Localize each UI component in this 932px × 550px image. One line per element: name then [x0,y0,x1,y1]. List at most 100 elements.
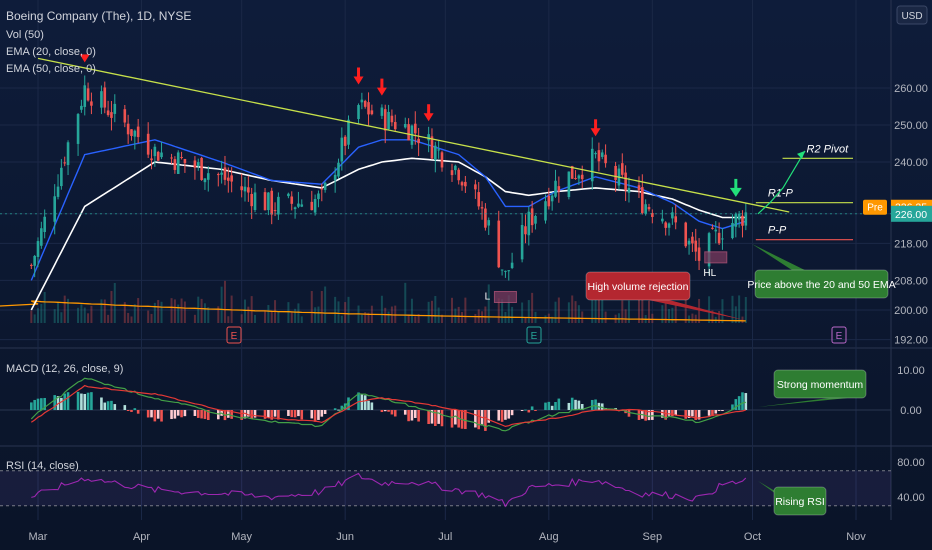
earnings-marker-label: E [531,331,538,342]
macd-histogram-bar [557,398,561,410]
macd-histogram-bar [360,394,364,410]
volume-bar [33,314,36,323]
volume-bar [404,282,407,323]
volume-bar [297,303,300,323]
higher-low-marker-label: HL [703,268,716,279]
macd-histogram-bar [340,405,344,410]
macd-histogram-bar [440,410,444,427]
momentum-callout [773,369,867,399]
volume-bar [270,310,273,323]
volume-bar [688,315,691,323]
candle-body [270,190,274,215]
macd-histogram-bar [671,410,674,417]
candle-body [200,157,203,180]
price-axis-label: 218.00 [894,238,928,250]
macd-histogram-bar [110,400,113,410]
macd-histogram-bar [594,399,597,410]
legend-ema20[interactable]: EMA (20, close, 0) [6,46,96,58]
candle-body [90,101,93,106]
volume-bar [80,304,83,323]
currency-button[interactable] [896,5,928,25]
volume-bar [451,297,454,323]
volume-bar [180,298,183,323]
volume-bar [484,306,487,323]
macd-histogram-bar [530,406,534,410]
red-arrow-icon [357,67,361,78]
candle-body [661,218,664,222]
macd-histogram-bar [527,410,531,413]
volume-bar [684,297,687,323]
macd-histogram-bar [33,399,36,410]
macd-histogram-bar [150,410,153,418]
macd-histogram-bar [383,410,387,412]
macd-histogram-bar [367,400,370,410]
macd-histogram-bar [180,410,183,418]
candle-body [340,137,344,162]
macd-histogram-bar [504,410,507,420]
legend-vol[interactable]: Vol (50) [6,29,44,41]
volume-bar [387,311,390,323]
macd-histogram-bar [170,410,173,420]
candle-body [113,103,117,114]
macd-histogram-bar [570,397,574,410]
candle-body [717,232,721,244]
candle-body [510,262,514,269]
candle-body [247,187,250,193]
price-axis-label: 192.00 [894,335,928,347]
rsi-title[interactable]: RSI (14, close) [6,460,79,472]
candle-body [711,227,714,229]
candle-body [741,215,744,226]
candle-body [530,208,534,226]
x-tick-label: Sep [643,531,663,543]
macd-histogram-bar [554,402,557,410]
candle-body [227,177,230,181]
red-arrow-icon [423,113,434,122]
volume-bars [0,276,747,323]
macd-histogram-bar [477,410,481,430]
red-arrow-icon [427,104,431,115]
legend: Boeing Company (The), 1D, NYSE Vol (50) … [6,9,191,75]
legend-ema50[interactable]: EMA (50, close, 0) [6,63,96,75]
macd-histogram-bar [230,410,233,419]
candle-body [180,157,183,159]
candle-body [721,238,724,240]
volume-bar [130,316,133,323]
red-arrow-icon [380,78,384,89]
macd-histogram-bar [287,410,290,416]
volume-bar [193,314,196,323]
volume-bar [594,296,597,323]
candle-body [500,269,504,271]
candle-body [597,150,601,162]
candle-body [357,105,360,120]
macd-histogram-bar [647,410,651,421]
macd-histogram-bar [674,410,678,416]
macd-histogram-bar [667,410,671,416]
macd-histogram-bar [413,410,417,418]
candle-body [153,146,157,157]
macd-histogram-bar [407,410,410,422]
candle-body [637,185,641,191]
volume-bar [367,312,370,323]
macd-histogram-bar [544,402,547,410]
volume-bar [267,305,270,323]
candle-body [403,123,407,128]
higher-low-marker [704,251,728,264]
macd-histogram-bar [156,410,160,419]
macd-histogram-bar [534,410,537,411]
macd-histogram-bar [250,410,253,419]
grid [0,0,891,520]
volume-bar [77,307,80,323]
macd-histogram-bar [580,403,584,410]
volume-bar [604,311,607,323]
symbol-title[interactable]: Boeing Company (The), 1D, NYSE [6,9,191,23]
volume-bar [497,298,500,323]
candle-body [277,196,280,215]
macd-histogram-bar [627,410,631,417]
candle-body [393,122,397,130]
macd-title[interactable]: MACD (12, 26, close, 9) [6,363,123,375]
volume-bar [691,313,694,323]
candle-body [156,151,160,161]
low-marker-label: L [485,292,491,303]
volume-bar [344,302,347,323]
